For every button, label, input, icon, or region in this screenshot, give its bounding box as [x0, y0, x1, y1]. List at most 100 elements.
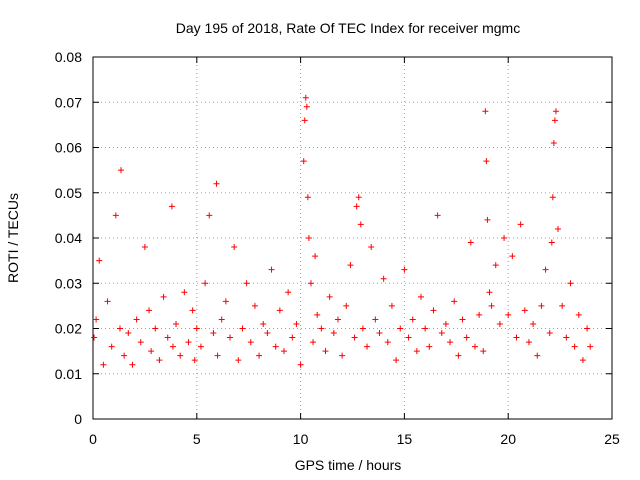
data-point: [312, 253, 319, 260]
data-point: [235, 357, 242, 364]
data-point: [505, 311, 512, 318]
data-point: [347, 262, 354, 269]
data-point: [191, 357, 198, 364]
data-point: [579, 357, 586, 364]
data-point: [471, 343, 478, 350]
grid-lines: [93, 57, 612, 419]
data-point: [303, 103, 310, 110]
data-point: [552, 108, 559, 115]
data-point: [530, 320, 537, 327]
data-point: [304, 194, 311, 201]
data-point: [91, 334, 98, 341]
data-point: [318, 325, 325, 332]
data-point: [289, 334, 296, 341]
data-point: [222, 298, 229, 305]
data-point: [322, 348, 329, 355]
data-point: [96, 257, 103, 264]
data-point: [334, 316, 341, 323]
data-point: [563, 334, 570, 341]
data-point: [93, 316, 100, 323]
data-point: [297, 361, 304, 368]
data-point: [125, 330, 132, 337]
axis-ticks: [92, 56, 613, 420]
x-tick-label: 20: [500, 431, 516, 447]
data-point: [434, 212, 441, 219]
data-point: [538, 302, 545, 309]
data-point: [587, 343, 594, 350]
data-point: [486, 289, 493, 296]
y-tick-label: 0: [74, 411, 82, 427]
data-point: [193, 325, 200, 332]
data-point: [463, 334, 470, 341]
data-point: [559, 302, 566, 309]
data-point: [118, 167, 125, 174]
chart-title: Day 195 of 2018, Rate Of TEC Index for r…: [176, 20, 520, 36]
data-point: [137, 339, 144, 346]
data-point: [480, 348, 487, 355]
data-point: [285, 289, 292, 296]
data-point: [185, 339, 192, 346]
y-tick-label: 0.08: [55, 49, 82, 65]
y-tick-label: 0.03: [55, 275, 82, 291]
x-tick-label: 15: [397, 431, 413, 447]
data-point: [247, 339, 254, 346]
data-point: [177, 352, 184, 359]
data-point: [496, 320, 503, 327]
x-tick-label: 10: [293, 431, 309, 447]
data-point: [351, 334, 358, 341]
data-point: [517, 221, 524, 228]
data-point: [380, 275, 387, 282]
data-point: [549, 194, 556, 201]
data-point: [206, 212, 213, 219]
data-point: [459, 316, 466, 323]
data-point: [438, 330, 445, 337]
x-tick-label: 0: [89, 431, 97, 447]
data-point: [364, 343, 371, 350]
x-tick-label: 25: [604, 431, 620, 447]
data-point: [418, 293, 425, 300]
data-point: [243, 280, 250, 287]
data-point: [164, 334, 171, 341]
data-point: [509, 253, 516, 260]
data-point: [534, 352, 541, 359]
data-point: [326, 293, 333, 300]
y-tick-label: 0.01: [55, 366, 82, 382]
data-point: [300, 158, 307, 165]
data-point: [100, 361, 107, 368]
data-point: [168, 203, 175, 210]
data-point: [307, 280, 314, 287]
data-point: [550, 139, 557, 146]
data-point: [426, 343, 433, 350]
data-point: [173, 320, 180, 327]
y-tick-label: 0.02: [55, 321, 82, 337]
data-point: [268, 266, 275, 273]
data-point: [357, 221, 364, 228]
data-point: [264, 330, 271, 337]
data-point: [197, 343, 204, 350]
data-point: [384, 339, 391, 346]
y-tick-label: 0.07: [55, 94, 82, 110]
data-point: [567, 280, 574, 287]
data-point: [160, 293, 167, 300]
data-point: [430, 307, 437, 314]
data-point: [401, 266, 408, 273]
data-point: [355, 194, 362, 201]
data-point: [251, 302, 258, 309]
data-point: [231, 244, 238, 251]
data-point: [571, 343, 578, 350]
data-point: [451, 298, 458, 305]
data-point: [388, 302, 395, 309]
data-point: [276, 307, 283, 314]
data-point: [213, 180, 220, 187]
data-point: [525, 339, 532, 346]
data-point: [169, 343, 176, 350]
data-point: [104, 298, 111, 305]
data-point: [482, 108, 489, 115]
data-point: [353, 203, 360, 210]
data-point: [548, 239, 555, 246]
data-point: [555, 225, 562, 232]
data-point: [513, 334, 520, 341]
data-point: [376, 330, 383, 337]
data-point: [413, 348, 420, 355]
